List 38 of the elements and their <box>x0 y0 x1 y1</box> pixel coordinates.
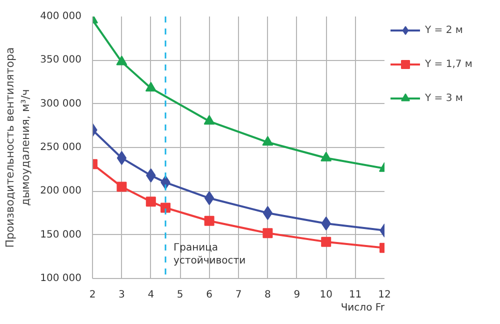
point <box>262 228 273 238</box>
y-tick-label: 300 000 <box>40 98 82 110</box>
x-tick-label: 3 <box>118 290 125 300</box>
y-tick-label: 250 000 <box>40 142 82 153</box>
point <box>160 202 170 213</box>
point <box>146 196 156 207</box>
legend-label: Y = 3 м <box>425 92 463 104</box>
x-tick-label: 10 <box>320 290 332 300</box>
y-tick-label: 350 000 <box>40 54 82 66</box>
x-tick-label: 9 <box>294 290 300 300</box>
point <box>262 206 273 220</box>
point <box>321 236 332 247</box>
x-tick-label: 4 <box>148 290 154 300</box>
legend-label: Y = 1,7 м <box>425 58 472 70</box>
point <box>116 56 128 66</box>
x-tick-label: 2 <box>89 290 96 300</box>
y-axis-title: Производительность вентилятора дымоудаления, м³/ч <box>4 47 32 248</box>
x-tick-label: 11 <box>348 290 362 300</box>
legend-label: Y = 2 м <box>425 24 463 36</box>
point <box>262 136 274 146</box>
x-tick-label: 6 <box>206 290 212 300</box>
y-tick-label: 400 000 <box>40 11 82 22</box>
x-tick-label: 7 <box>235 290 242 300</box>
ref-line-label: Граница устойчивости <box>174 242 246 266</box>
point <box>116 150 127 165</box>
point <box>320 152 332 162</box>
y-tick-label: 100 000 <box>40 273 82 284</box>
x-tick-label: 8 <box>264 290 271 300</box>
x-tick-label: 12 <box>378 290 391 300</box>
point <box>204 115 215 125</box>
x-tick-label: 5 <box>176 290 184 300</box>
point <box>116 182 127 192</box>
y-tick-label: 150 000 <box>40 229 82 240</box>
point <box>204 216 214 226</box>
point <box>204 191 214 206</box>
point <box>145 82 156 92</box>
x-axis-title: Число Fr <box>340 302 386 314</box>
y-tick-label: 200 000 <box>40 186 82 197</box>
